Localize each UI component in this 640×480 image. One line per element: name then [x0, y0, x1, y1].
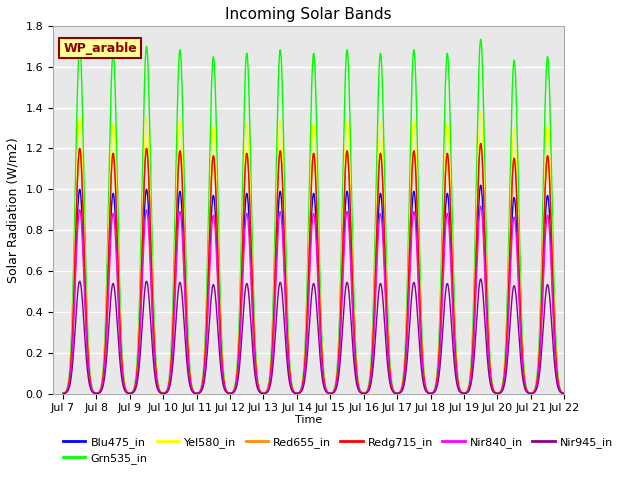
Blu475_in	[454, 379, 461, 384]
Red655_in	[383, 296, 390, 302]
Grn535_in	[477, 36, 484, 42]
Grn535_in	[59, 391, 67, 396]
Blu475_in	[247, 255, 255, 261]
Nir840_in	[477, 203, 484, 209]
Yel580_in	[559, 390, 566, 396]
Grn535_in	[559, 390, 566, 396]
Nir840_in	[561, 391, 568, 396]
Blu475_in	[559, 390, 566, 396]
Yel580_in	[247, 208, 255, 214]
Line: Yel580_in: Yel580_in	[63, 112, 564, 394]
Red655_in	[166, 371, 174, 377]
Yel580_in	[454, 374, 461, 380]
Blu475_in	[561, 391, 568, 396]
Red655_in	[161, 390, 169, 396]
Nir840_in	[454, 380, 461, 385]
Redg715_in	[383, 296, 390, 302]
Redg715_in	[477, 141, 484, 146]
Nir945_in	[559, 390, 566, 396]
Title: Incoming Solar Bands: Incoming Solar Bands	[225, 7, 392, 22]
Nir945_in	[161, 390, 169, 396]
Redg715_in	[161, 390, 169, 396]
Line: Grn535_in: Grn535_in	[63, 39, 564, 394]
Blu475_in	[166, 374, 174, 380]
Nir945_in	[383, 347, 390, 353]
Text: WP_arable: WP_arable	[63, 42, 137, 55]
Blu475_in	[477, 182, 484, 188]
Line: Nir945_in: Nir945_in	[63, 279, 564, 394]
Line: Red655_in: Red655_in	[63, 144, 564, 394]
Red655_in	[59, 391, 67, 396]
Grn535_in	[161, 390, 169, 396]
Red655_in	[247, 228, 255, 234]
Legend: Blu475_in, Grn535_in, Yel580_in, Red655_in, Redg715_in, Nir840_in, Nir945_in: Blu475_in, Grn535_in, Yel580_in, Red655_…	[58, 432, 618, 468]
Line: Blu475_in: Blu475_in	[63, 185, 564, 394]
Grn535_in	[561, 391, 568, 396]
Red655_in	[477, 141, 484, 146]
Red655_in	[561, 391, 568, 396]
Nir840_in	[166, 376, 174, 382]
Yel580_in	[161, 390, 169, 396]
Yel580_in	[561, 391, 568, 396]
Redg715_in	[559, 390, 566, 396]
Nir945_in	[247, 316, 255, 322]
Line: Redg715_in: Redg715_in	[63, 144, 564, 394]
Nir840_in	[247, 269, 255, 275]
Blu475_in	[383, 312, 390, 317]
Red655_in	[454, 376, 461, 382]
Nir840_in	[559, 390, 566, 396]
Nir945_in	[166, 382, 174, 387]
Yel580_in	[477, 109, 484, 115]
Nir840_in	[59, 391, 67, 396]
Redg715_in	[454, 376, 461, 382]
Nir945_in	[477, 276, 484, 282]
Redg715_in	[561, 391, 568, 396]
Yel580_in	[383, 284, 390, 290]
Nir840_in	[161, 390, 169, 396]
Blu475_in	[161, 390, 169, 396]
Grn535_in	[247, 160, 255, 166]
Grn535_in	[166, 363, 174, 369]
Grn535_in	[383, 256, 390, 262]
Nir945_in	[454, 384, 461, 390]
Red655_in	[559, 390, 566, 396]
Blu475_in	[59, 391, 67, 396]
Line: Nir840_in: Nir840_in	[63, 206, 564, 394]
Redg715_in	[59, 391, 67, 396]
Nir945_in	[561, 391, 568, 396]
Y-axis label: Solar Radiation (W/m2): Solar Radiation (W/m2)	[7, 137, 20, 283]
Yel580_in	[59, 391, 67, 396]
X-axis label: Time: Time	[295, 415, 322, 425]
Yel580_in	[166, 369, 174, 374]
Redg715_in	[166, 371, 174, 377]
Nir840_in	[383, 320, 390, 325]
Grn535_in	[454, 370, 461, 376]
Redg715_in	[247, 228, 255, 234]
Nir945_in	[59, 391, 67, 396]
